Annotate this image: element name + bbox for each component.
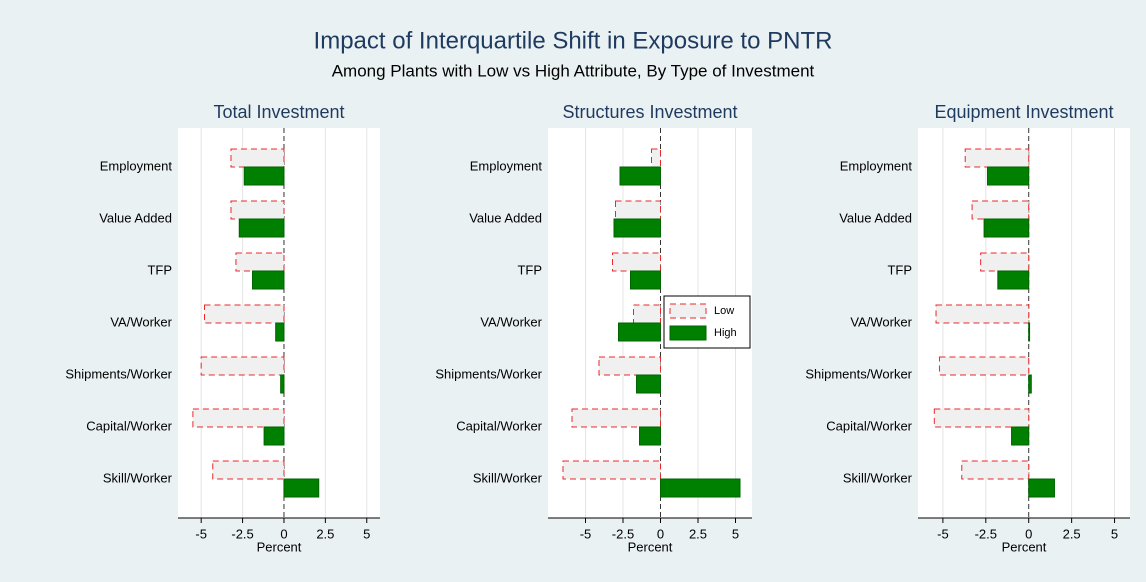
category-label: VA/Worker: [850, 314, 912, 329]
bar-high: [263, 426, 285, 446]
category-label: Skill/Worker: [473, 470, 543, 485]
bar-low: [192, 408, 285, 428]
legend-label: Low: [714, 305, 734, 317]
x-tick-label: 5: [732, 526, 739, 541]
bar-low: [612, 252, 661, 272]
x-tick-label: 5: [363, 526, 370, 541]
bar-high: [983, 218, 1030, 238]
x-tick-label: -5: [937, 526, 949, 541]
x-tick-label: -2.5: [612, 526, 634, 541]
category-label: TFP: [517, 262, 542, 277]
x-tick-label: -2.5: [231, 526, 253, 541]
bar-high: [283, 478, 320, 498]
category-label: Employment: [100, 158, 173, 173]
legend-swatch: [669, 303, 707, 319]
category-label: Employment: [470, 158, 543, 173]
bar-low: [651, 148, 661, 168]
legend-label: High: [714, 327, 737, 339]
x-tick-label: 0: [657, 526, 664, 541]
bar-low: [230, 148, 285, 168]
category-label: Value Added: [99, 210, 172, 225]
category-label: Value Added: [839, 210, 912, 225]
bar-high: [660, 478, 741, 498]
bar-low: [964, 148, 1030, 168]
bar-high: [639, 426, 661, 446]
x-tick-label: 2.5: [1063, 526, 1081, 541]
x-axis-label: Percent: [628, 539, 673, 554]
bar-high: [613, 218, 661, 238]
category-label: Shipments/Worker: [65, 366, 172, 381]
bar-high: [987, 166, 1030, 186]
bar-low: [938, 356, 1030, 376]
x-axis-label: Percent: [1002, 539, 1047, 554]
bar-high: [618, 322, 661, 342]
category-label: Capital/Worker: [86, 418, 172, 433]
category-label: TFP: [887, 262, 912, 277]
bar-high: [636, 374, 661, 394]
bar-low: [598, 356, 661, 376]
x-tick-label: -5: [580, 526, 592, 541]
x-tick-label: 0: [280, 526, 287, 541]
chart-title: Impact of Interquartile Shift in Exposur…: [314, 27, 833, 54]
bar-low: [200, 356, 285, 376]
category-label: Employment: [840, 158, 913, 173]
category-label: TFP: [147, 262, 172, 277]
bar-high: [275, 322, 285, 342]
bar-low: [935, 304, 1030, 324]
x-tick-label: -2.5: [975, 526, 997, 541]
bar-low: [212, 460, 285, 480]
bar-low: [980, 252, 1030, 272]
legend-swatch: [669, 325, 707, 341]
x-axis-label: Percent: [257, 539, 302, 554]
bar-low: [235, 252, 285, 272]
bar-high: [619, 166, 661, 186]
bar-high: [1028, 374, 1032, 394]
bar-low: [562, 460, 661, 480]
category-label: Capital/Worker: [826, 418, 912, 433]
category-label: Skill/Worker: [103, 470, 173, 485]
category-label: Value Added: [469, 210, 542, 225]
category-label: VA/Worker: [480, 314, 542, 329]
bar-high: [243, 166, 285, 186]
category-label: VA/Worker: [110, 314, 172, 329]
bar-low: [933, 408, 1030, 428]
bar-high: [630, 270, 661, 290]
bar-high: [997, 270, 1030, 290]
bar-high: [252, 270, 285, 290]
x-tick-label: -5: [195, 526, 207, 541]
bar-high: [1028, 478, 1055, 498]
bar-low: [615, 200, 661, 220]
panel-title: Structures Investment: [562, 102, 737, 122]
bar-low: [571, 408, 661, 428]
x-tick-label: 2.5: [689, 526, 707, 541]
bar-high: [238, 218, 285, 238]
category-label: Shipments/Worker: [435, 366, 542, 381]
bar-high: [1011, 426, 1030, 446]
bar-low: [633, 304, 661, 324]
x-tick-label: 0: [1025, 526, 1032, 541]
panel-title: Total Investment: [213, 102, 344, 122]
bar-low: [203, 304, 285, 324]
bar-high: [1028, 322, 1031, 342]
panel-title: Equipment Investment: [934, 102, 1113, 122]
bar-low: [230, 200, 285, 220]
bar-low: [971, 200, 1030, 220]
category-label: Shipments/Worker: [805, 366, 912, 381]
category-label: Skill/Worker: [843, 470, 913, 485]
chart-subtitle: Among Plants with Low vs High Attribute,…: [332, 61, 815, 80]
x-tick-label: 5: [1111, 526, 1118, 541]
x-tick-label: 2.5: [316, 526, 334, 541]
bar-high: [280, 374, 285, 394]
category-label: Capital/Worker: [456, 418, 542, 433]
bar-low: [961, 460, 1030, 480]
